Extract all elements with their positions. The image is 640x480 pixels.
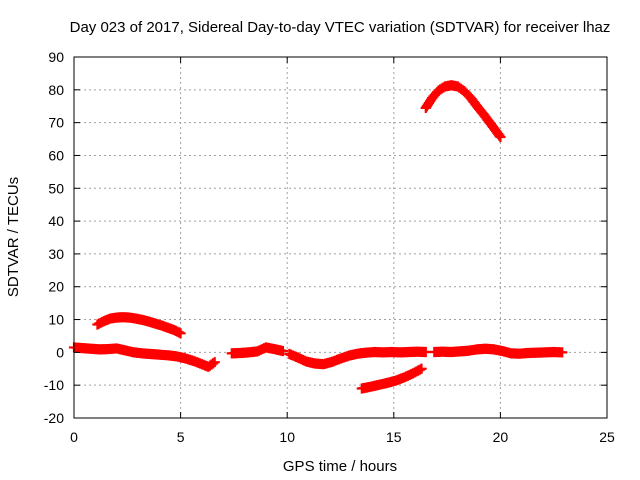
- data-point: [557, 347, 568, 358]
- y-tick-label: 70: [48, 115, 64, 131]
- y-tick-label: 30: [48, 246, 64, 262]
- x-axis-label: GPS time / hours: [283, 458, 397, 475]
- x-tick-label: 5: [177, 429, 185, 445]
- y-tick-label: 40: [48, 213, 64, 229]
- data-point: [420, 346, 431, 358]
- y-tick-label: 80: [48, 82, 64, 98]
- y-tick-label: 20: [48, 279, 64, 295]
- ticks: 0 5 10 15 20 25 -20 -10 0 10 20 30 40 50 60 70 80 90: [44, 49, 615, 445]
- y-tick-label: 50: [48, 180, 64, 196]
- data-point: [277, 345, 289, 357]
- series-arc-baseline-1: [68, 342, 220, 372]
- y-tick-label: 10: [48, 312, 64, 328]
- data-point: [416, 363, 427, 374]
- x-tick-label: 15: [386, 429, 402, 445]
- chart-title: Day 023 of 2017, Sidereal Day-to-day VTE…: [70, 19, 611, 36]
- series-arc-high: [420, 80, 506, 143]
- y-tick-label: 60: [48, 147, 64, 163]
- y-tick-label: 0: [56, 344, 64, 360]
- x-tick-label: 25: [599, 429, 615, 445]
- y-axis-label: SDTVAR / TECUs: [5, 177, 22, 297]
- data-layer: [68, 80, 568, 394]
- data-point: [495, 131, 506, 143]
- series-arc-dip-mid: [284, 346, 431, 370]
- data-point: [209, 357, 220, 368]
- y-tick-label: -20: [44, 410, 64, 426]
- grid: [74, 57, 607, 418]
- y-tick-label: 90: [48, 49, 64, 65]
- series-arc-baseline-2: [226, 342, 289, 359]
- x-tick-label: 10: [279, 429, 295, 445]
- data-point: [175, 328, 186, 339]
- series-arc-hump-early: [92, 312, 186, 339]
- series-arc-baseline-late: [429, 343, 568, 359]
- plot-frame: [73, 56, 608, 419]
- x-tick-label: 20: [493, 429, 509, 445]
- y-tick-label: -10: [44, 377, 64, 393]
- series-arc-negative: [356, 363, 427, 394]
- x-tick-label: 0: [70, 429, 78, 445]
